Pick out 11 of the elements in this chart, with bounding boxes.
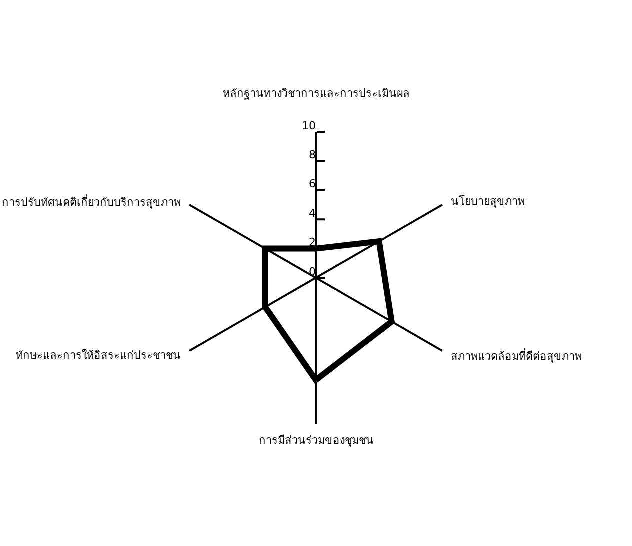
spoke-label: ทักษะและการให้อิสระแก่ประชาชน — [16, 349, 181, 362]
y-tick-label: 2 — [309, 236, 316, 250]
y-tick-label: 4 — [309, 206, 316, 220]
spoke-label: หลักฐานทางวิชาการและการประเมินผล — [223, 87, 410, 100]
spoke-label: การมีส่วนร่วมของชุมชน — [259, 434, 374, 447]
y-tick-label: 6 — [309, 178, 316, 191]
y-tick-label: 10 — [302, 119, 316, 132]
spoke-label: สภาพแวดล้อมที่ดีต่อสุขภาพ — [451, 348, 582, 363]
y-tick-label: 8 — [309, 148, 316, 162]
spoke-label: การปรับทัศนคติเกี่ยวกับบริการสุขภาพ — [2, 194, 181, 209]
spoke-label: นโยบายสุขภาพ — [451, 194, 525, 208]
